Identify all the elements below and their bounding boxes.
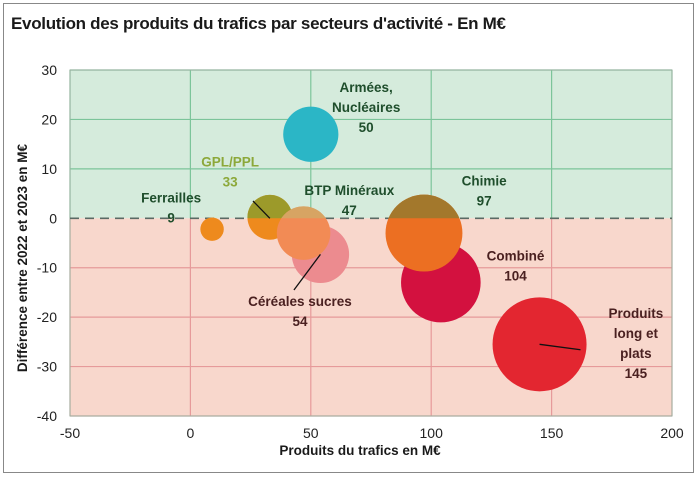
label-produits-long-et-plats: Produits long et plats 145: [608, 306, 663, 381]
label-arm-es-nucl-aires: Armées, Nucléaires 50: [332, 80, 400, 135]
chart-title: Evolution des produits du trafics par se…: [11, 14, 506, 33]
leader-lines: [252, 200, 581, 351]
label-value: 54: [292, 314, 308, 329]
y-tick-label: -30: [37, 359, 57, 375]
x-tick-label: 200: [660, 425, 684, 441]
label-line: Chimie: [462, 174, 508, 189]
leader-c-r-ales-sucres: [293, 253, 321, 291]
bubbles: [200, 106, 587, 392]
x-axis-label: Produits du trafics en M€: [279, 443, 441, 458]
label-line: long et: [614, 326, 659, 341]
label-btp-min-raux: BTP Minéraux 47: [304, 183, 394, 218]
label-ferrailles: Ferrailles 9: [141, 190, 201, 225]
label-chimie: Chimie 97: [462, 174, 508, 209]
label-value: 97: [477, 194, 492, 209]
y-tick-label: 10: [41, 161, 57, 177]
label-line: Combiné: [487, 248, 545, 263]
x-tick-label: 100: [420, 425, 444, 441]
bubble-top-btp-min-raux: [281, 206, 326, 219]
y-tick-label: 30: [41, 62, 57, 78]
label-line: BTP Minéraux: [304, 183, 394, 198]
x-tick-label: 50: [303, 425, 319, 441]
label-value: 104: [504, 268, 527, 283]
x-tick-label: 0: [187, 425, 195, 441]
y-tick-label: -10: [37, 260, 57, 276]
bubble-top-chimie: [388, 194, 460, 219]
label-line: plats: [620, 346, 652, 361]
label-value: 50: [359, 120, 374, 135]
label-c-r-ales-sucres: Céréales sucres 54: [248, 294, 352, 329]
grid: [69, 69, 673, 417]
positive-region: [70, 70, 672, 219]
bubble-labels: Ferrailles 9 GPL/PPL 33 Armées, Nucléaires 50 C…: [141, 80, 663, 381]
label-line: Armées,: [340, 80, 393, 95]
label-line: Céréales sucres: [248, 294, 352, 309]
label-value: 145: [625, 366, 648, 381]
plot-border: [69, 69, 673, 417]
label-line: Ferrailles: [141, 190, 201, 205]
bubble-arm-es-nucl-aires: [283, 106, 339, 162]
label-line: Nucléaires: [332, 100, 400, 115]
bubble-ferrailles: [200, 217, 224, 241]
bubble-top-gpl-ppl: [247, 194, 293, 219]
leader-produits-long-et-plats: [539, 343, 581, 351]
label-line: GPL/PPL: [201, 154, 259, 169]
y-tick-label: 0: [49, 210, 57, 226]
y-tick-label: -40: [37, 408, 57, 424]
y-tick-label: -20: [37, 309, 57, 325]
bubble-btp-min-raux: [276, 206, 331, 260]
label-value: 9: [167, 210, 175, 225]
label-combin-: Combiné 104: [487, 248, 545, 283]
x-tick-label: 150: [540, 425, 564, 441]
label-line: Produits: [608, 306, 663, 321]
label-gpl-ppl: GPL/PPL 33: [201, 154, 259, 189]
y-axis-label: Différence entre 2022 et 2023 en M€: [15, 143, 30, 372]
y-tick-label: 20: [41, 111, 57, 127]
label-value: 47: [342, 203, 357, 218]
x-tick-label: -50: [60, 425, 80, 441]
label-value: 33: [223, 174, 239, 189]
leader-gpl-ppl: [252, 200, 271, 219]
